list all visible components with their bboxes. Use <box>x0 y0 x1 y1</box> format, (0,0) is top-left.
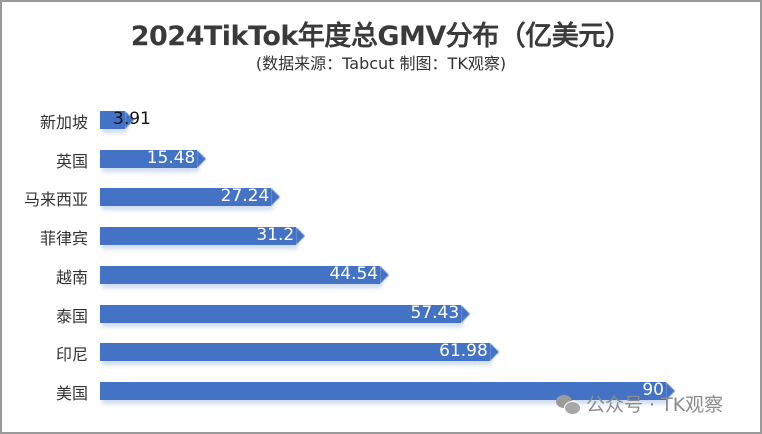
bar <box>100 227 297 246</box>
bar <box>100 149 198 168</box>
watermark: 公众号 · TK观察 <box>556 390 723 417</box>
bar-row: 新加坡 3.91 <box>0 109 762 132</box>
category-label: 美国 <box>55 383 88 403</box>
bar-row: 英国 15.48 <box>0 147 762 171</box>
bar <box>100 343 490 362</box>
value-label: 61.98 <box>439 341 488 362</box>
value-label: 44.54 <box>329 263 379 284</box>
bar-row: 泰国 57.43 <box>0 302 762 326</box>
wechat-icon <box>556 394 581 415</box>
chart-title: 2024TikTok年度总GMV分布（亿美元） <box>130 21 632 52</box>
bar-row: 美国 90 <box>0 379 762 403</box>
category-label: 菲律宾 <box>39 229 88 249</box>
value-label: 3.91 <box>113 109 151 129</box>
bar-row: 印尼 61.98 <box>0 341 762 364</box>
category-label: 泰国 <box>55 306 88 326</box>
value-label: 15.48 <box>146 147 196 168</box>
category-label: 马来西亚 <box>23 190 88 210</box>
category-label: 印尼 <box>55 345 88 365</box>
value-label: 90 <box>642 379 664 400</box>
bar <box>100 265 381 284</box>
category-label: 英国 <box>55 151 88 171</box>
category-label: 越南 <box>55 267 88 287</box>
bar <box>100 188 272 207</box>
bar-row: 菲律宾 31.2 <box>0 225 762 248</box>
value-label: 57.43 <box>410 302 460 323</box>
bar <box>100 381 666 400</box>
value-label: 31.2 <box>256 225 295 246</box>
category-label: 新加坡 <box>39 113 88 132</box>
bar <box>100 304 462 323</box>
bar <box>100 111 125 129</box>
bar-row: 马来西亚 27.24 <box>0 186 762 209</box>
bar-row: 越南 44.54 <box>0 263 762 287</box>
watermark-text: 公众号 · TK观察 <box>586 394 724 416</box>
value-label: 27.24 <box>220 186 270 207</box>
chart-subtitle: (数据来源：Tabcut 制图：TK观察) <box>255 54 507 73</box>
